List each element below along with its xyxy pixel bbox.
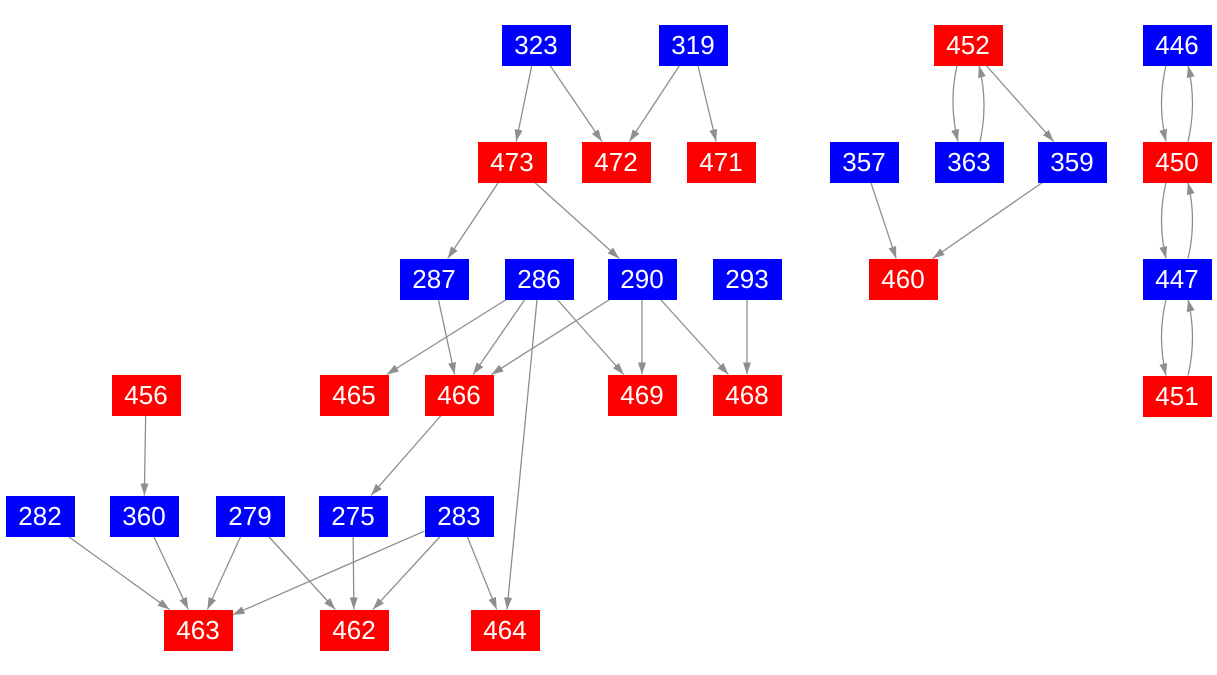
node-287: 287 (399, 258, 469, 300)
edge-363-452 (978, 65, 986, 142)
node-447: 447 (1142, 258, 1212, 300)
node-290: 290 (607, 258, 677, 300)
edge-290-468 (660, 299, 729, 375)
edge-450-446 (1186, 65, 1195, 142)
node-466: 466 (424, 374, 494, 416)
edge-323-472 (549, 65, 603, 142)
edge-450-447 (1159, 182, 1168, 259)
node-359: 359 (1037, 141, 1107, 183)
edge-452-359 (985, 65, 1055, 142)
node-286: 286 (504, 258, 574, 300)
edge-282-463 (68, 535, 170, 611)
edge-360-463 (153, 536, 189, 610)
node-465: 465 (319, 374, 389, 416)
edge-359-460 (932, 181, 1043, 260)
node-451: 451 (1142, 375, 1212, 417)
node-293: 293 (712, 258, 782, 300)
node-279: 279 (215, 495, 285, 537)
edge-446-450 (1159, 65, 1168, 142)
node-450: 450 (1142, 141, 1212, 183)
edge-319-471 (697, 65, 718, 142)
edge-286-465 (386, 298, 507, 376)
edge-447-451 (1159, 299, 1168, 376)
edge-319-472 (628, 65, 681, 142)
edge-283-464 (466, 536, 498, 610)
edge-323-473 (514, 65, 533, 142)
node-319: 319 (658, 24, 728, 66)
edge-466-275 (370, 415, 442, 496)
edge-286-464 (504, 299, 538, 610)
edge-283-462 (372, 536, 441, 610)
node-463: 463 (163, 609, 233, 651)
edge-286-466 (472, 299, 526, 375)
node-275: 275 (318, 495, 388, 537)
edge-456-360 (140, 415, 149, 496)
node-473: 473 (477, 141, 547, 183)
node-462: 462 (319, 609, 389, 651)
node-360: 360 (109, 495, 179, 537)
edge-447-450 (1186, 182, 1195, 259)
edge-275-462 (349, 536, 358, 610)
node-323: 323 (501, 24, 571, 66)
node-363: 363 (934, 141, 1004, 183)
node-471: 471 (686, 141, 756, 183)
edge-279-463 (206, 536, 242, 610)
node-456: 456 (111, 374, 181, 416)
node-357: 357 (829, 141, 899, 183)
node-452: 452 (933, 24, 1003, 66)
node-282: 282 (5, 495, 75, 537)
node-472: 472 (581, 141, 651, 183)
edge-473-287 (447, 182, 499, 259)
edge-451-447 (1186, 299, 1195, 376)
node-460: 460 (868, 258, 938, 300)
node-283: 283 (424, 495, 494, 537)
edge-286-469 (556, 299, 625, 375)
node-464: 464 (470, 609, 540, 651)
node-469: 469 (607, 374, 677, 416)
edge-357-460 (870, 182, 897, 259)
node-468: 468 (712, 374, 782, 416)
edge-452-363 (951, 65, 959, 142)
edge-283-463 (232, 530, 425, 616)
edge-279-462 (268, 536, 336, 610)
node-446: 446 (1142, 24, 1212, 66)
edge-290-466 (490, 298, 611, 376)
edge-473-290 (534, 182, 620, 259)
